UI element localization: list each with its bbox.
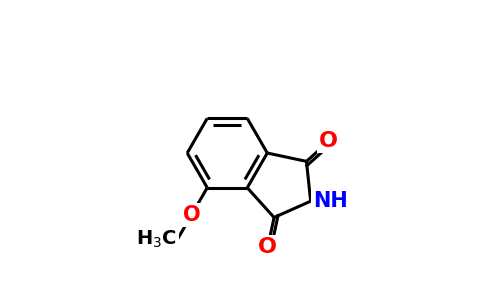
Text: O: O xyxy=(319,131,338,151)
Text: O: O xyxy=(183,205,200,225)
Text: O: O xyxy=(258,237,277,257)
Text: NH: NH xyxy=(313,191,348,211)
Text: H$_3$C: H$_3$C xyxy=(136,229,177,250)
